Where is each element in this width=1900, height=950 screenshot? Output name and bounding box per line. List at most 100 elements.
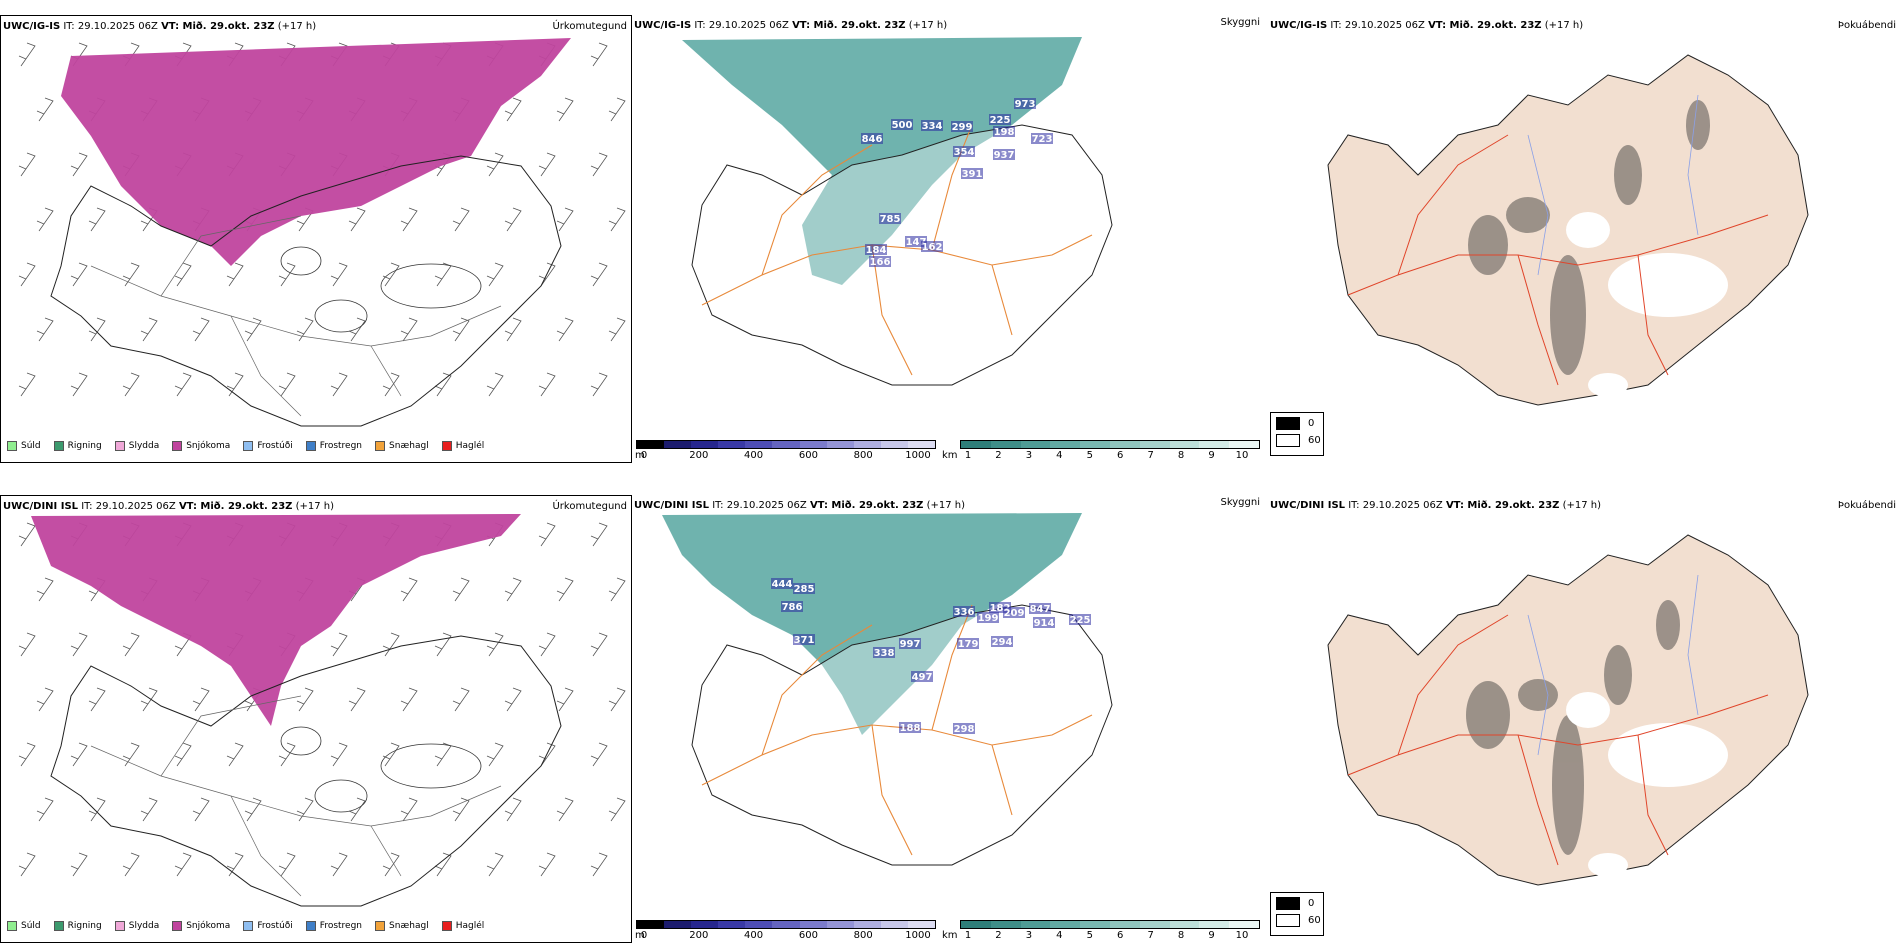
init-time: IT: 29.10.2025 06Z <box>63 21 158 32</box>
wind-barb <box>18 852 36 877</box>
wind-barb <box>192 687 210 712</box>
fog-legend-row2: 0 60 <box>1270 892 1324 936</box>
visibility-value-label: 285 <box>794 584 815 595</box>
fog-legend-item: 0 <box>1276 417 1323 430</box>
precip-legend-item: Frostúði <box>243 441 293 451</box>
wind-barb <box>18 522 36 547</box>
colorbar-cell <box>961 921 991 928</box>
legend-swatch <box>172 921 183 931</box>
wind-barb <box>226 742 244 767</box>
visibility-value-label: 785 <box>880 214 901 225</box>
colorbar-cell <box>853 921 881 928</box>
wind-barb <box>504 207 522 232</box>
precip-legend-item: Frostúði <box>243 921 293 931</box>
km-strip <box>960 920 1260 929</box>
wind-barb <box>174 372 192 397</box>
wind-barb <box>70 632 88 657</box>
colorbar-tick: 200 <box>689 450 709 461</box>
precip-type-map <box>18 38 626 427</box>
wind-barb <box>18 372 36 397</box>
colorbar-tick: 3 <box>1025 450 1033 461</box>
colorbar-cell <box>745 921 773 928</box>
legend-swatch <box>243 441 254 451</box>
colorbar-tick: 2 <box>995 450 1002 461</box>
m-strip <box>636 920 936 929</box>
colorbar-cell <box>990 441 1021 448</box>
wind-barb <box>590 42 608 67</box>
precip-legend-item: Snjókoma <box>172 441 230 451</box>
wind-barb <box>122 372 140 397</box>
legend-label: 60 <box>1308 435 1321 446</box>
visibility-value-label: 166 <box>870 257 891 268</box>
visibility-value-label: 336 <box>954 607 975 618</box>
colorbar-cell <box>691 921 719 928</box>
colorbar-cell <box>1229 441 1259 448</box>
visibility-label-bg <box>879 213 901 224</box>
panel-name: Þokuábendi <box>1837 20 1896 31</box>
visibility-label-bg <box>921 241 943 252</box>
wind-barb <box>504 317 522 342</box>
wind-barb <box>556 97 574 122</box>
wind-barb <box>400 317 418 342</box>
lead-time: (+17 h) <box>1562 500 1602 511</box>
panel-title: UWC/DINI ISL IT: 29.10.2025 06Z VT: Mið.… <box>634 500 965 511</box>
colorbar-cell <box>1020 921 1051 928</box>
wind-barb <box>486 742 504 767</box>
wind-barb <box>434 742 452 767</box>
init-time: IT: 29.10.2025 06Z <box>1348 500 1443 511</box>
legend-label: 0 <box>1308 898 1315 909</box>
colorbar-cell <box>1050 921 1081 928</box>
visibility-value-label: 786 <box>782 602 803 613</box>
visibility-value-label: 199 <box>978 613 999 624</box>
legend-swatch <box>1276 434 1300 447</box>
wind-barb <box>538 852 556 877</box>
visibility-teal-area <box>662 513 1082 735</box>
colorbar-tick: 7 <box>1147 450 1154 461</box>
precip-type-map <box>18 514 626 907</box>
visibility-value-label: 354 <box>954 147 975 158</box>
legend-label: Frostúði <box>257 441 293 451</box>
colorbar-tick: 7 <box>1147 930 1154 941</box>
panel-title: UWC/IG-IS IT: 29.10.2025 06Z VT: Mið. 29… <box>3 21 316 32</box>
visibility-value-label: 209 <box>1004 608 1025 619</box>
fog-legend-item: 0 <box>1276 897 1323 910</box>
colorbar-tick: 10 <box>1235 450 1249 461</box>
wind-barb <box>36 687 54 712</box>
panel-title: UWC/DINI ISL IT: 29.10.2025 06Z VT: Mið.… <box>3 501 334 512</box>
wind-barb <box>278 372 296 397</box>
wind-barb <box>504 97 522 122</box>
legend-swatch <box>172 441 183 451</box>
colorbar-tick: 5 <box>1086 930 1093 941</box>
km-strip <box>960 440 1260 449</box>
wind-barb <box>348 317 366 342</box>
visibility-value-label: 298 <box>954 724 975 735</box>
visibility-label-bg <box>1029 603 1051 614</box>
wind-barb <box>18 632 36 657</box>
km-ticks: 1 2 3 4 5 6 7 8 9 10 <box>960 449 1260 463</box>
wind-barb <box>538 372 556 397</box>
visibility-value-label: 184 <box>866 245 887 256</box>
visibility-label-bg <box>1014 98 1036 109</box>
wind-barb <box>608 97 626 122</box>
wind-barb <box>140 687 158 712</box>
colorbar-cell <box>772 921 800 928</box>
legend-label: Frostúði <box>257 921 293 931</box>
precip-legend-item: Snæhagl <box>375 441 429 451</box>
wind-barb <box>400 207 418 232</box>
wind-barb <box>70 152 88 177</box>
colorbar-tick: 8 <box>1177 930 1185 941</box>
valid-time: VT: Mið. 29.okt. 23Z <box>809 500 924 511</box>
legend-swatch <box>114 921 125 931</box>
legend-swatch <box>305 441 316 451</box>
visibility-value-label: 162 <box>922 242 943 253</box>
init-time: IT: 29.10.2025 06Z <box>81 501 176 512</box>
legend-label: Snæhagl <box>389 921 429 931</box>
colorbar-tick: 1000 <box>905 450 931 461</box>
visibility-value-label: 500 <box>892 120 913 131</box>
wind-barb <box>538 522 556 547</box>
colorbar-cell <box>664 921 692 928</box>
lead-time: (+17 h) <box>908 20 948 31</box>
colorbar-cell <box>907 441 936 448</box>
